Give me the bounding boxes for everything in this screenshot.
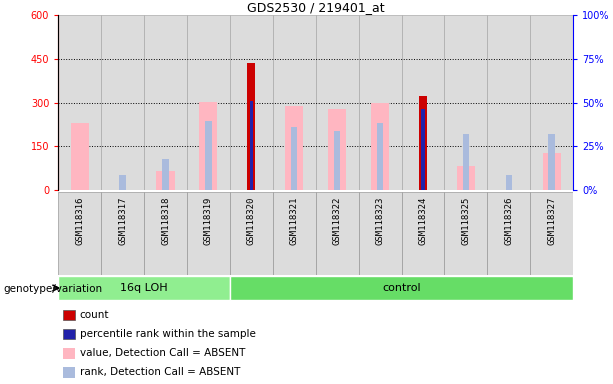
Bar [285, 106, 303, 190]
Text: GSM118322: GSM118322 [333, 196, 341, 245]
Bar [156, 171, 175, 190]
Bar [101, 15, 144, 190]
Bar [543, 153, 561, 190]
Bar [249, 101, 253, 190]
Bar [63, 310, 75, 320]
Bar [70, 123, 89, 190]
Text: GSM118324: GSM118324 [419, 196, 427, 245]
Text: GSM118318: GSM118318 [161, 196, 170, 245]
Bar [230, 15, 273, 190]
Bar [316, 192, 359, 275]
Text: value, Detection Call = ABSENT: value, Detection Call = ABSENT [80, 348, 245, 358]
Bar [359, 192, 402, 275]
Bar [58, 192, 101, 275]
Bar [230, 192, 273, 275]
Bar [371, 103, 389, 190]
Bar [444, 192, 487, 275]
Bar [187, 192, 230, 275]
Text: 16q LOH: 16q LOH [120, 283, 168, 293]
Bar [144, 192, 187, 275]
Bar [273, 192, 316, 275]
Bar [530, 192, 573, 275]
Bar [273, 15, 316, 190]
Text: GSM118325: GSM118325 [462, 196, 470, 245]
Text: GSM118317: GSM118317 [118, 196, 127, 245]
Text: GSM118319: GSM118319 [204, 196, 213, 245]
Text: control: control [382, 283, 421, 293]
Bar [549, 134, 555, 190]
Title: GDS2530 / 219401_at: GDS2530 / 219401_at [247, 1, 384, 14]
Text: rank, Detection Call = ABSENT: rank, Detection Call = ABSENT [80, 367, 240, 377]
Bar [187, 15, 230, 190]
Bar [444, 15, 487, 190]
Bar [144, 15, 187, 190]
Bar [402, 15, 444, 190]
Bar [402, 192, 444, 275]
Text: percentile rank within the sample: percentile rank within the sample [80, 329, 256, 339]
Text: genotype/variation: genotype/variation [3, 284, 102, 294]
Text: GSM118320: GSM118320 [247, 196, 256, 245]
Bar [63, 329, 75, 339]
Text: GSM118316: GSM118316 [75, 196, 84, 245]
Bar [419, 96, 427, 190]
Bar [530, 15, 573, 190]
Bar [63, 367, 75, 378]
Text: count: count [80, 310, 109, 320]
Bar [58, 276, 230, 300]
Bar [162, 159, 169, 190]
Text: GSM118327: GSM118327 [547, 196, 556, 245]
Bar [316, 15, 359, 190]
Bar [58, 15, 101, 190]
Text: GSM118321: GSM118321 [290, 196, 299, 245]
Bar [199, 102, 218, 190]
Bar [205, 121, 211, 190]
Bar [457, 166, 475, 190]
Bar [359, 15, 402, 190]
Bar [63, 348, 75, 359]
Bar [487, 15, 530, 190]
Bar [328, 109, 346, 190]
Bar [248, 63, 255, 190]
Bar [101, 192, 144, 275]
Bar [463, 134, 469, 190]
Bar [506, 175, 512, 190]
Bar [377, 122, 383, 190]
Bar [334, 131, 340, 190]
Bar [421, 109, 425, 190]
Bar [487, 192, 530, 275]
Bar [230, 276, 573, 300]
Text: GSM118323: GSM118323 [376, 196, 384, 245]
Bar [120, 175, 126, 190]
Bar [291, 127, 297, 190]
Text: GSM118326: GSM118326 [504, 196, 513, 245]
